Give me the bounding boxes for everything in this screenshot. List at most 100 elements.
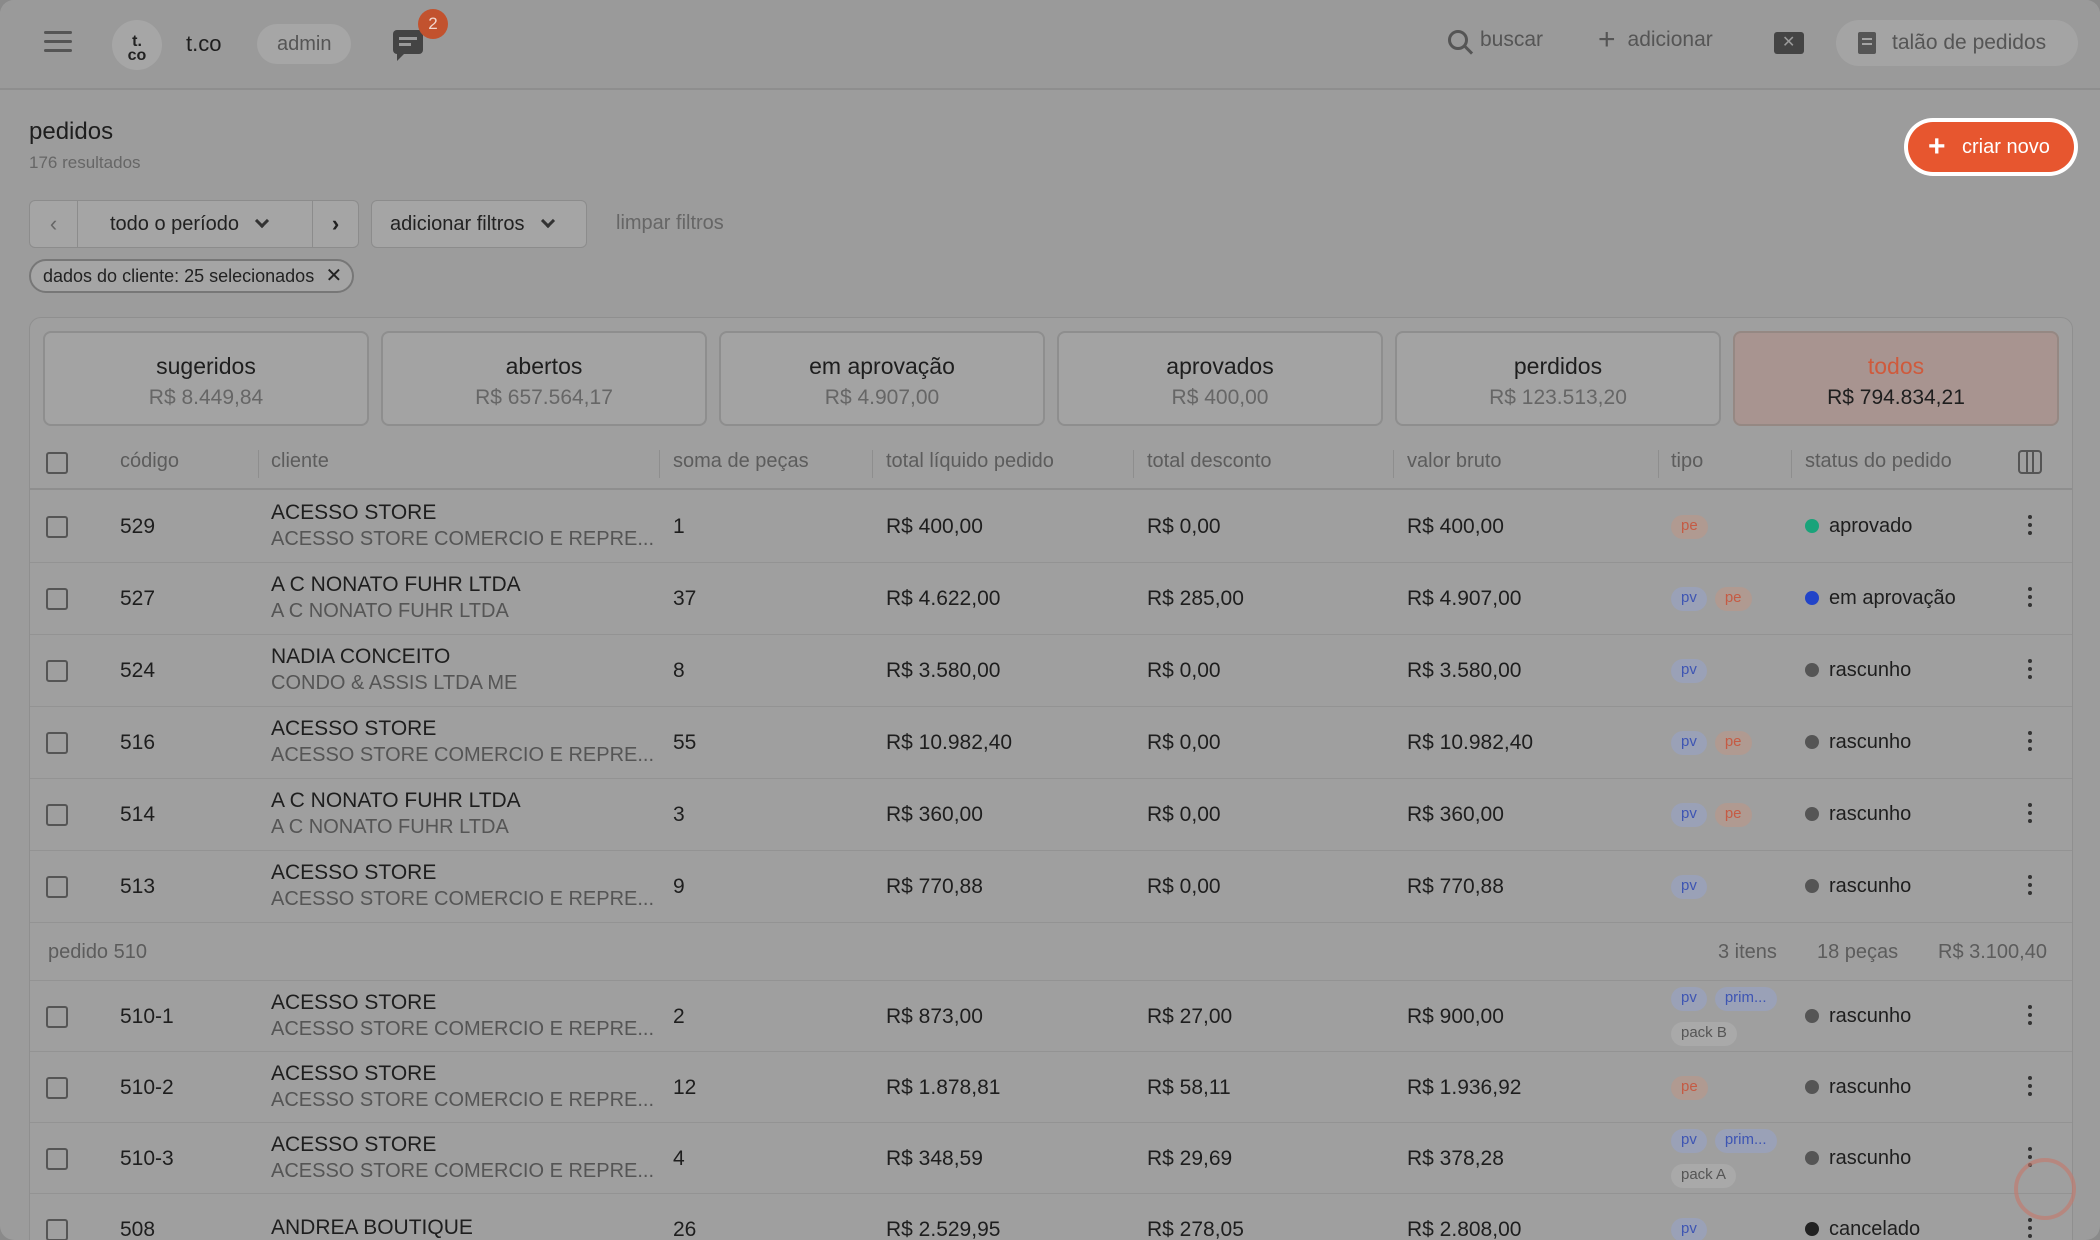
order-code[interactable]: 510-1 — [120, 1004, 174, 1028]
search-button[interactable]: buscar — [1448, 28, 1543, 52]
table-row[interactable]: 508 ANDREA BOUTIQUE 26 R$ 2.529,95 R$ 278,05… — [30, 1194, 2072, 1240]
gross-value: R$ 900,00 — [1407, 1004, 1504, 1028]
row-checkbox[interactable] — [46, 804, 68, 826]
column-header-code[interactable]: código — [120, 450, 179, 472]
order-code[interactable]: 524 — [120, 659, 156, 682]
type-tag: pe — [1714, 731, 1752, 755]
table-row[interactable]: 514 A C NONATO FUHR LTDA A C NONATO FUHR L… — [30, 779, 2072, 851]
more-options-icon[interactable] — [2028, 875, 2034, 899]
net-total: R$ 3.580,00 — [886, 659, 1001, 682]
column-header-net-total[interactable]: total líquido pedido — [886, 450, 1054, 472]
row-checkbox[interactable] — [46, 516, 68, 538]
order-code[interactable]: 510-2 — [120, 1075, 174, 1099]
type-tag: prim... — [1714, 986, 1777, 1011]
more-options-icon[interactable] — [2028, 659, 2034, 683]
more-options-icon[interactable] — [2028, 1004, 2034, 1029]
company-logo[interactable]: t. co — [112, 20, 162, 70]
client-name: ACESSO STORE — [271, 990, 437, 1014]
tab-lost[interactable]: perdidos R$ 123.513,20 — [1395, 331, 1721, 426]
table-row[interactable]: 510-2 ACESSO STORE ACESSO STORE COMERCIO E… — [30, 1052, 2072, 1123]
add-filters-dropdown[interactable]: adicionar filtros — [371, 200, 587, 248]
column-header-pieces[interactable]: soma de peças — [673, 450, 809, 472]
order-book-button[interactable]: talão de pedidos — [1836, 20, 2078, 66]
ticket-icon[interactable] — [1774, 32, 1804, 54]
table-row[interactable]: 510-3 ACESSO STORE ACESSO STORE COMERCIO E… — [30, 1123, 2072, 1194]
row-checkbox[interactable] — [46, 1147, 68, 1170]
row-checkbox[interactable] — [46, 1219, 68, 1240]
select-all-checkbox[interactable] — [46, 452, 68, 474]
add-label: adicionar — [1627, 28, 1713, 51]
more-options-icon[interactable] — [2028, 515, 2034, 539]
status-dot — [1805, 519, 1819, 533]
type-tags: pv — [1671, 1218, 1715, 1240]
order-code[interactable]: 527 — [120, 587, 156, 610]
hamburger-menu-icon[interactable] — [44, 31, 72, 53]
row-checkbox[interactable] — [46, 732, 68, 754]
type-tag: pv — [1671, 1128, 1707, 1153]
more-options-icon[interactable] — [2028, 731, 2034, 755]
row-checkbox[interactable] — [46, 660, 68, 682]
notification-count-badge: 2 — [418, 9, 448, 39]
discount-total: R$ 0,00 — [1147, 659, 1221, 682]
table-row[interactable]: 529 ACESSO STORE ACESSO STORE COMERCIO E R… — [30, 491, 2072, 563]
period-dropdown[interactable]: todo o período — [110, 201, 270, 247]
order-code[interactable]: 510-3 — [120, 1146, 174, 1170]
order-group-header[interactable]: pedido 510 3 itens 18 peças R$ 3.100,40 — [30, 923, 2072, 981]
role-badge[interactable]: admin — [257, 24, 352, 64]
net-total: R$ 873,00 — [886, 1004, 983, 1028]
close-icon[interactable]: ✕ — [325, 265, 343, 287]
row-checkbox[interactable] — [46, 588, 68, 610]
tab-all[interactable]: todos R$ 794.834,21 — [1733, 331, 2059, 426]
net-total: R$ 10.982,40 — [886, 731, 1013, 754]
row-checkbox[interactable] — [46, 1005, 68, 1028]
gross-value: R$ 2.808,00 — [1407, 1218, 1522, 1240]
more-options-icon[interactable] — [2028, 1218, 2034, 1240]
order-status: rascunho — [1805, 875, 1911, 898]
more-options-icon[interactable] — [2028, 803, 2034, 827]
status-label: rascunho — [1829, 803, 1912, 825]
row-checkbox[interactable] — [46, 1076, 68, 1099]
type-tags-secondary: pack B — [1671, 1021, 1745, 1046]
tab-approved[interactable]: aprovados R$ 400,00 — [1057, 331, 1383, 426]
client-name: A C NONATO FUHR LTDA — [271, 573, 521, 596]
table-row[interactable]: 527 A C NONATO FUHR LTDA A C NONATO FUHR L… — [30, 563, 2072, 635]
more-options-icon[interactable] — [2028, 1075, 2034, 1100]
order-status: rascunho — [1805, 1076, 1911, 1099]
add-button[interactable]: + adicionar — [1598, 25, 1713, 55]
row-checkbox[interactable] — [46, 876, 68, 898]
pieces-sum: 1 — [673, 515, 685, 538]
order-code[interactable]: 516 — [120, 731, 156, 754]
clear-filters-link[interactable]: limpar filtros — [616, 212, 724, 234]
table-row[interactable]: 524 NADIA CONCEITO CONDO & ASSIS LTDA ME 8 R… — [30, 635, 2072, 707]
table-row[interactable]: 510-1 ACESSO STORE ACESSO STORE COMERCIO E… — [30, 981, 2072, 1052]
order-code[interactable]: 529 — [120, 515, 156, 538]
client-legal-name: ACESSO STORE COMERCIO E REPRE... — [271, 1088, 655, 1111]
status-dot — [1805, 1079, 1819, 1094]
order-code[interactable]: 508 — [120, 1218, 156, 1240]
table-row[interactable]: 513 ACESSO STORE ACESSO STORE COMERCIO E R… — [30, 851, 2072, 923]
status-label: rascunho — [1829, 875, 1912, 897]
more-options-icon[interactable] — [2028, 587, 2034, 611]
column-header-client[interactable]: cliente — [271, 450, 329, 472]
previous-period-button[interactable]: ‹ — [30, 201, 78, 247]
columns-icon[interactable] — [2018, 450, 2042, 474]
tab-in-approval[interactable]: em aprovação R$ 4.907,00 — [719, 331, 1045, 426]
chat-icon[interactable] — [393, 30, 425, 61]
next-period-button[interactable]: › — [312, 201, 358, 247]
client-legal-name: A C NONATO FUHR LTDA — [271, 600, 509, 622]
column-header-gross[interactable]: valor bruto — [1407, 450, 1502, 472]
create-new-button[interactable]: + criar novo — [1908, 122, 2074, 172]
plus-icon: + — [1928, 130, 1946, 163]
column-header-discount[interactable]: total desconto — [1147, 450, 1272, 472]
filter-chip[interactable]: dados do cliente: 25 selecionados ✕ — [29, 259, 355, 293]
order-status: rascunho — [1805, 731, 1911, 754]
column-header-status[interactable]: status do pedido — [1805, 450, 1952, 472]
order-code[interactable]: 514 — [120, 803, 156, 826]
client-name: ACESSO STORE — [271, 1132, 437, 1156]
column-header-type[interactable]: tipo — [1671, 450, 1704, 472]
tab-suggested[interactable]: sugeridos R$ 8.449,84 — [43, 331, 369, 426]
gross-value: R$ 4.907,00 — [1407, 587, 1522, 610]
order-code[interactable]: 513 — [120, 875, 156, 898]
table-row[interactable]: 516 ACESSO STORE ACESSO STORE COMERCIO E R… — [30, 707, 2072, 779]
tab-open[interactable]: abertos R$ 657.564,17 — [381, 331, 707, 426]
